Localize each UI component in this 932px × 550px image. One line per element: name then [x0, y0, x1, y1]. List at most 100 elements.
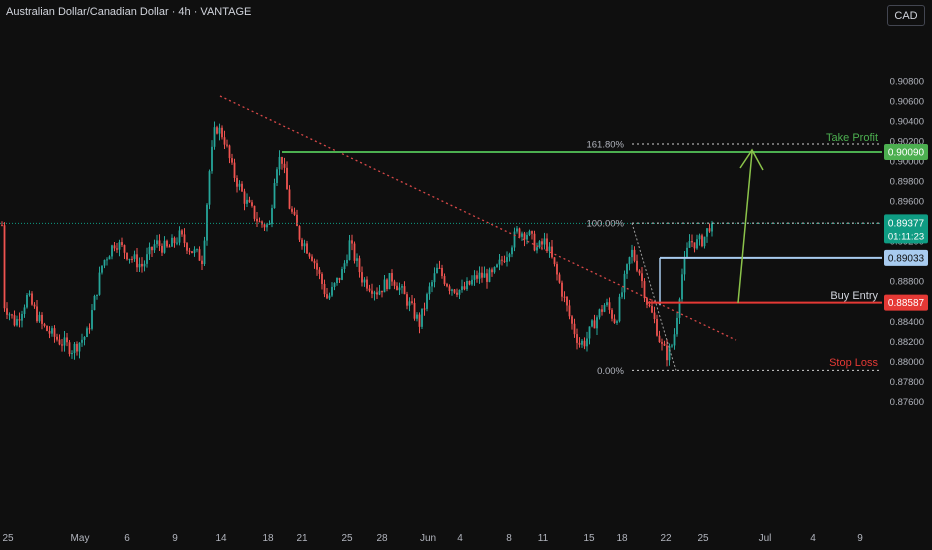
candle [286, 161, 288, 190]
candle [556, 261, 558, 281]
candle [508, 252, 511, 262]
candle [653, 306, 656, 324]
candle [106, 257, 108, 266]
candle [471, 275, 473, 286]
candle [231, 153, 233, 165]
price-tick-label: 0.90200 [890, 136, 924, 147]
candle [426, 292, 428, 312]
candle [691, 234, 693, 247]
candle [603, 303, 606, 313]
candle [263, 222, 266, 231]
candle [616, 319, 618, 325]
candle [371, 283, 373, 299]
fib-level-label: 161.80% [586, 139, 624, 150]
candle [586, 331, 588, 352]
time-tick-label: 25 [341, 533, 353, 544]
candle [18, 312, 21, 328]
svg-text:0.88587: 0.88587 [888, 298, 925, 309]
candle [623, 270, 626, 300]
candle [46, 325, 48, 332]
candle [16, 315, 18, 327]
target-arrow-shaft [737, 151, 753, 304]
time-tick-label: Jun [420, 533, 436, 544]
candle [551, 240, 553, 259]
candle [593, 314, 596, 329]
candle [358, 255, 361, 278]
candle [626, 263, 628, 279]
candle [326, 288, 328, 300]
level-name-label: Buy Entry [830, 290, 878, 302]
candle [323, 279, 326, 298]
candle [356, 253, 358, 267]
candle [611, 308, 613, 322]
candle [683, 251, 686, 281]
candle [213, 121, 216, 150]
candle [316, 259, 318, 276]
candle [41, 312, 43, 330]
candle [601, 304, 603, 316]
candle [476, 270, 478, 283]
candle [558, 272, 561, 284]
candle [188, 247, 191, 255]
candle [233, 158, 236, 182]
candle [481, 266, 483, 283]
candle [411, 295, 413, 305]
candle [83, 336, 86, 346]
price-tick-label: 0.87800 [890, 377, 924, 388]
candle [483, 266, 486, 278]
candle [428, 282, 431, 300]
price-tag-take-profit: 0.90090 [884, 143, 928, 160]
candle [158, 234, 161, 252]
candle [513, 227, 516, 252]
candle [131, 256, 133, 263]
time-axis[interactable]: 25 May 6 9 14 18 21 25 28 Jun 4 8 11 15 18 22 25 Jul 4 9 [2, 533, 863, 544]
level-labels: 0.90090 0.89033 0.88587 0.89377 01:11:23 [884, 143, 928, 311]
candle [66, 332, 68, 347]
candle [268, 220, 271, 226]
time-tick-label: 22 [660, 533, 672, 544]
candle [643, 278, 646, 302]
candle [208, 169, 211, 210]
candle [183, 228, 186, 248]
candle [583, 337, 586, 350]
candle [463, 281, 466, 291]
candle [421, 308, 423, 330]
candle [111, 244, 113, 260]
candle [526, 232, 528, 245]
time-tick-label: 9 [172, 533, 178, 544]
candle [193, 246, 196, 257]
candle [96, 294, 98, 300]
currency-button[interactable]: CAD [887, 5, 925, 26]
candle [441, 264, 443, 279]
candle [363, 277, 366, 287]
candle [361, 266, 363, 287]
candle [461, 279, 463, 293]
candle [176, 237, 178, 246]
candle [568, 299, 571, 320]
candle [256, 211, 258, 228]
candle [128, 258, 131, 264]
candle [51, 325, 53, 337]
candle [621, 287, 623, 299]
candle [488, 267, 491, 283]
svg-text:0.90090: 0.90090 [888, 147, 925, 158]
candle [71, 350, 73, 359]
candle [203, 236, 206, 266]
candle [436, 263, 438, 274]
candle [491, 267, 493, 277]
candle [563, 291, 566, 303]
candle [581, 339, 583, 348]
candle [578, 337, 581, 348]
candle [373, 290, 376, 301]
candle [701, 233, 703, 248]
price-tick-label: 0.89800 [890, 177, 924, 188]
svg-text:0.89033: 0.89033 [888, 253, 925, 264]
candle [383, 274, 386, 293]
current-price-tag: 0.89377 01:11:23 [884, 214, 928, 244]
candle [606, 298, 608, 307]
time-tick-label: 14 [215, 533, 227, 544]
time-tick-label: 4 [810, 533, 816, 544]
candle [246, 193, 248, 207]
candle [98, 266, 101, 296]
